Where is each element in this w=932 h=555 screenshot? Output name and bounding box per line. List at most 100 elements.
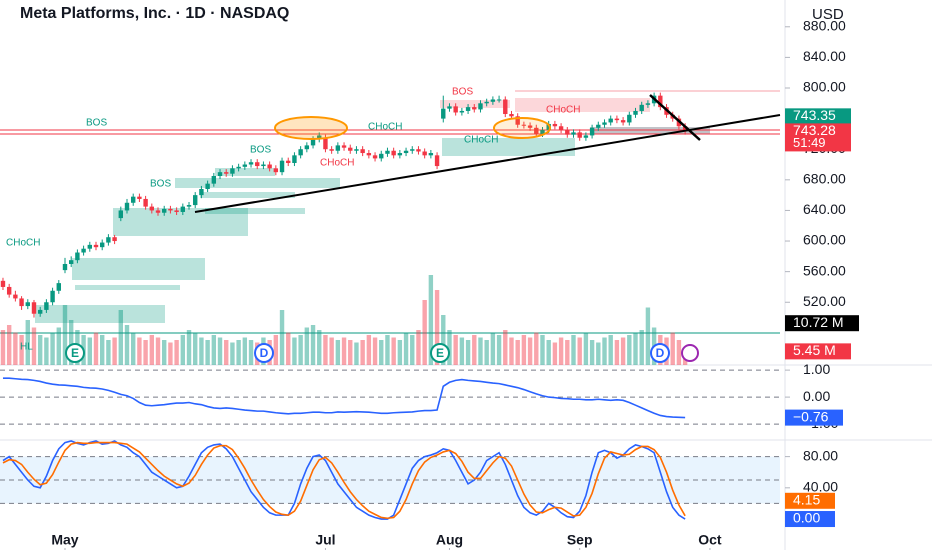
volume-bar: [180, 335, 186, 365]
candle-body: [416, 149, 421, 152]
candle-body: [490, 99, 496, 102]
annotation: CHoCH: [464, 135, 498, 146]
volume-bar: [509, 337, 514, 365]
volume-bar: [589, 340, 595, 365]
candle-body: [37, 309, 43, 314]
volume-bar: [143, 340, 148, 365]
volume-bar: [236, 340, 241, 365]
candle-body: [478, 103, 483, 110]
earnings-label: E: [71, 346, 79, 360]
candle-body: [193, 195, 198, 206]
y-tick-label: 40.00: [803, 479, 838, 495]
volume-bar: [19, 335, 24, 365]
candle-body: [6, 286, 12, 295]
volume-bar: [68, 320, 74, 365]
volume-bar: [248, 340, 254, 365]
price-chip-label: 743.28: [793, 122, 836, 138]
currency[interactable]: USD: [812, 6, 844, 23]
candle-body: [527, 125, 533, 128]
candle-body: [99, 242, 105, 248]
candle-body: [565, 130, 570, 135]
x-tick-label: Aug: [436, 532, 463, 548]
candle-body: [19, 298, 24, 307]
candle-body: [168, 208, 173, 211]
volume-bar: [50, 332, 55, 365]
candle-body: [410, 149, 415, 151]
candle-body: [379, 153, 384, 159]
candle-body: [273, 168, 279, 173]
volume-bar: [155, 337, 161, 365]
candle-body: [682, 126, 688, 132]
candle-body: [205, 183, 210, 190]
volume-bar: [310, 325, 316, 365]
x-tick-label: Sep: [567, 532, 593, 548]
candle-body: [186, 205, 192, 207]
volume-bar: [447, 330, 452, 365]
candle-body: [558, 126, 564, 131]
candle-body: [614, 118, 620, 121]
candle-body: [143, 198, 148, 207]
volume-bar: [552, 342, 558, 365]
candle-body: [211, 175, 217, 184]
candle-body: [323, 137, 328, 150]
candle-body: [577, 132, 582, 138]
candle-body: [441, 108, 446, 119]
candle-body: [199, 189, 204, 196]
dividend-marker: [254, 343, 274, 363]
volume-bar: [137, 337, 142, 365]
candle-body: [633, 110, 638, 115]
volume-bar: [292, 337, 297, 365]
order-block: [75, 285, 180, 290]
dividend-label: D: [260, 346, 269, 360]
volume-bar: [0, 330, 6, 365]
order-block: [442, 138, 575, 156]
dividend-label: D: [656, 346, 665, 360]
earnings-marker: [430, 343, 450, 363]
volume-bar: [558, 337, 564, 365]
volume-bar: [670, 332, 675, 365]
volume-bar: [620, 337, 626, 365]
plot-area: [0, 92, 780, 520]
volume-bar: [627, 335, 632, 365]
volume-bar: [348, 340, 353, 365]
y-tick-label: 880.00: [803, 17, 846, 33]
volume-bar: [6, 325, 12, 365]
candle-body: [348, 147, 353, 151]
price-chip: [785, 123, 851, 152]
candle-body: [503, 99, 508, 115]
candle-body: [13, 294, 18, 299]
y-tick-label: 800.00: [803, 79, 846, 95]
chart-title: Meta Platforms, Inc. · 1D · NASDAQ: [20, 5, 289, 22]
candle-body: [310, 139, 316, 146]
volume-bar: [676, 340, 682, 365]
candle-body: [255, 162, 260, 167]
candle-body: [620, 120, 626, 123]
candle-body: [124, 202, 130, 211]
candle-body: [217, 172, 223, 176]
x-tick-label: Oct: [698, 532, 722, 548]
order-block: [215, 168, 275, 176]
candle-body: [162, 208, 167, 213]
series-line: [2, 441, 686, 520]
candle-body: [286, 160, 291, 163]
order-block: [175, 178, 340, 188]
volume-bar: [304, 327, 310, 365]
candle-body: [279, 160, 285, 173]
candle-body: [540, 130, 545, 134]
order-block: [200, 192, 295, 198]
earnings-marker: [65, 343, 85, 363]
volume-bar: [602, 337, 607, 365]
candle-body: [236, 166, 241, 169]
volume-bar: [496, 335, 502, 365]
volume-bar: [515, 340, 520, 365]
countdown: 51:49: [793, 135, 826, 150]
volume-bar: [13, 332, 18, 365]
candle-body: [31, 302, 37, 314]
volume-bar: [484, 340, 489, 365]
y-tick-label: 640.00: [803, 201, 846, 217]
annotation: BOS: [452, 87, 473, 98]
annotation: CHoCH: [368, 122, 402, 133]
volume-bar: [614, 340, 620, 365]
